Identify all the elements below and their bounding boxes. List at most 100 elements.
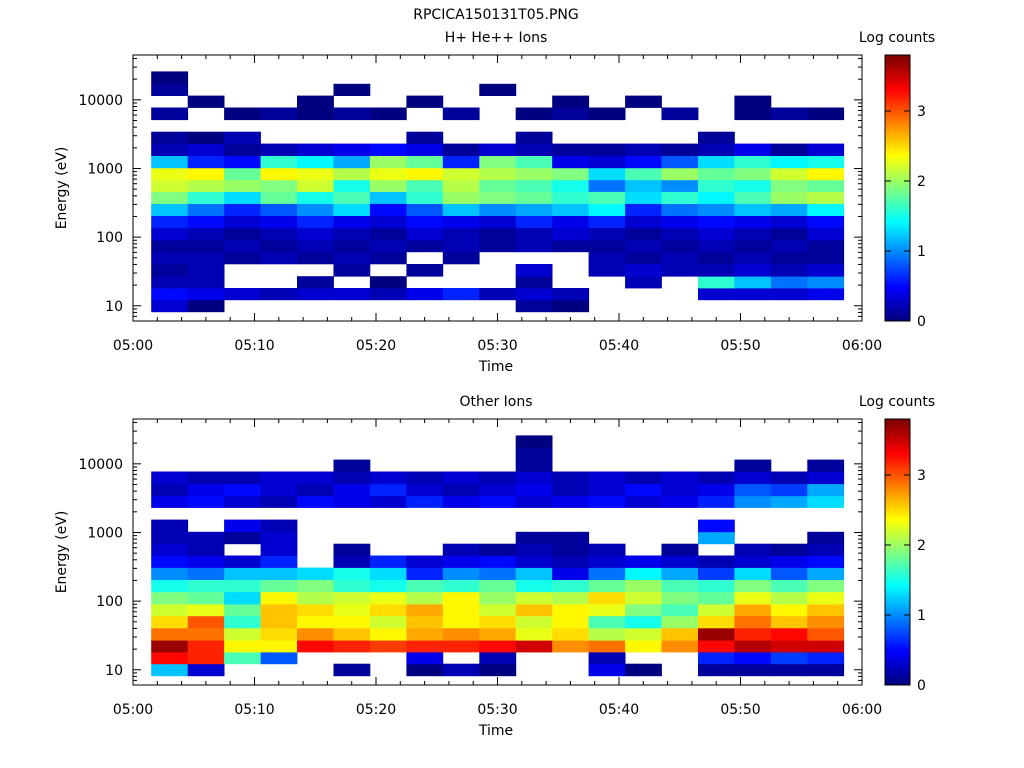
heatmap-cell: [187, 143, 225, 156]
heatmap-cell: [260, 628, 298, 641]
heatmap-cell: [369, 483, 407, 497]
colorbar-swatch: [885, 316, 910, 320]
heatmap-cell: [515, 288, 553, 301]
x-tick-label: 05:30: [477, 338, 517, 354]
colorbar-swatch: [885, 627, 910, 631]
colorbar-swatch: [885, 105, 910, 109]
heatmap-cell: [552, 227, 590, 241]
heatmap-cell: [187, 628, 225, 641]
colorbar-swatch: [885, 454, 910, 458]
heatmap-cell: [770, 203, 808, 216]
heatmap-cell: [734, 155, 772, 169]
heatmap-cell: [552, 471, 590, 485]
colorbar-swatch: [885, 536, 910, 540]
heatmap-cell: [151, 288, 189, 301]
heatmap-cell: [552, 543, 590, 556]
heatmap-cell: [807, 288, 845, 301]
colorbar-swatch: [885, 602, 910, 606]
heatmap-cell: [297, 191, 334, 204]
heatmap-cell: [770, 276, 808, 289]
colorbar-swatch: [885, 585, 910, 588]
heatmap-cell: [479, 471, 517, 485]
heatmap-cell: [187, 495, 225, 508]
heatmap-cell: [588, 167, 626, 181]
colorbar-swatch: [885, 658, 910, 662]
colorbar-swatch: [885, 63, 910, 67]
heatmap-cell: [661, 640, 699, 653]
colorbar-swatch: [885, 443, 910, 447]
heatmap-cell: [260, 591, 298, 605]
heatmap-cell: [588, 591, 626, 605]
heatmap-cell: [297, 179, 334, 192]
heatmap-cell: [734, 143, 772, 156]
heatmap-cell: [479, 579, 517, 593]
heatmap-cell: [588, 251, 626, 265]
colorbar-swatch: [885, 292, 910, 295]
heatmap-cell: [406, 640, 444, 653]
heatmap-cell: [770, 652, 808, 665]
colorbar-swatch: [885, 134, 910, 138]
colorbar-swatch: [885, 445, 910, 449]
colorbar-swatch: [885, 512, 910, 515]
colorbar-swatch: [885, 225, 910, 229]
colorbar-swatch: [885, 461, 910, 464]
heatmap-cell: [187, 179, 225, 192]
colorbar-swatch: [885, 199, 910, 202]
colorbar-swatch: [885, 489, 910, 493]
heatmap-cell: [734, 191, 772, 204]
heatmap-cell: [369, 167, 407, 181]
colorbar-swatch: [885, 450, 910, 453]
heatmap-cell: [224, 555, 261, 568]
heatmap-cell: [406, 95, 444, 108]
heatmap-cell: [698, 495, 735, 508]
heatmap-cell: [588, 191, 626, 204]
y-tick-label: 100: [96, 594, 123, 610]
heatmap-cell: [333, 264, 371, 277]
heatmap-cell: [479, 191, 517, 204]
heatmap-cell: [770, 567, 808, 580]
heatmap-cell: [698, 251, 735, 265]
colorbar-swatch: [885, 682, 910, 686]
heatmap-cell: [187, 555, 225, 568]
colorbar-swatch: [885, 423, 910, 427]
heatmap-cell: [552, 640, 590, 653]
colorbar-swatch: [885, 591, 910, 595]
heatmap-cell: [224, 531, 261, 545]
colorbar-swatch: [885, 574, 910, 577]
colorbar-swatch: [885, 676, 910, 679]
colorbar-swatch: [885, 678, 910, 682]
heatmap-cell: [807, 107, 845, 121]
heatmap-cell: [151, 519, 189, 533]
heatmap-cell: [588, 227, 626, 241]
heatmap-cell: [479, 203, 517, 216]
colorbar-swatch: [885, 261, 910, 264]
colorbar-swatch: [885, 631, 910, 635]
heatmap-cell: [698, 531, 735, 545]
heatmap-cell: [734, 227, 772, 241]
heatmap-cell: [625, 555, 662, 568]
heatmap-cell: [698, 640, 735, 653]
heatmap-cell: [442, 143, 480, 156]
heatmap-cell: [333, 495, 371, 508]
heatmap-cell: [698, 240, 735, 253]
colorbar-frame: [884, 54, 911, 322]
heatmap-cell: [479, 495, 517, 508]
heatmap-cell: [297, 203, 334, 216]
heatmap-cell: [734, 663, 772, 677]
heatmap-cell: [515, 495, 553, 508]
heatmap-cell: [515, 240, 553, 253]
colorbar-swatch: [885, 57, 910, 60]
heatmap-cell: [369, 567, 407, 580]
heatmap-cell: [661, 604, 699, 617]
heatmap-cell: [406, 483, 444, 497]
plot-axes: 05:00 05:10 05:20 05:30 05:40 05:50 06:00 10 100…: [78, 418, 882, 718]
colorbar-swatch: [885, 254, 910, 258]
colorbar-swatch: [885, 66, 910, 69]
heatmap-cell: [442, 591, 480, 605]
colorbar-swatch: [885, 645, 910, 648]
heatmap-cell: [333, 107, 371, 121]
heatmap-cell: [625, 227, 662, 241]
heatmap-cell: [552, 591, 590, 605]
colorbar-swatch: [885, 452, 910, 455]
